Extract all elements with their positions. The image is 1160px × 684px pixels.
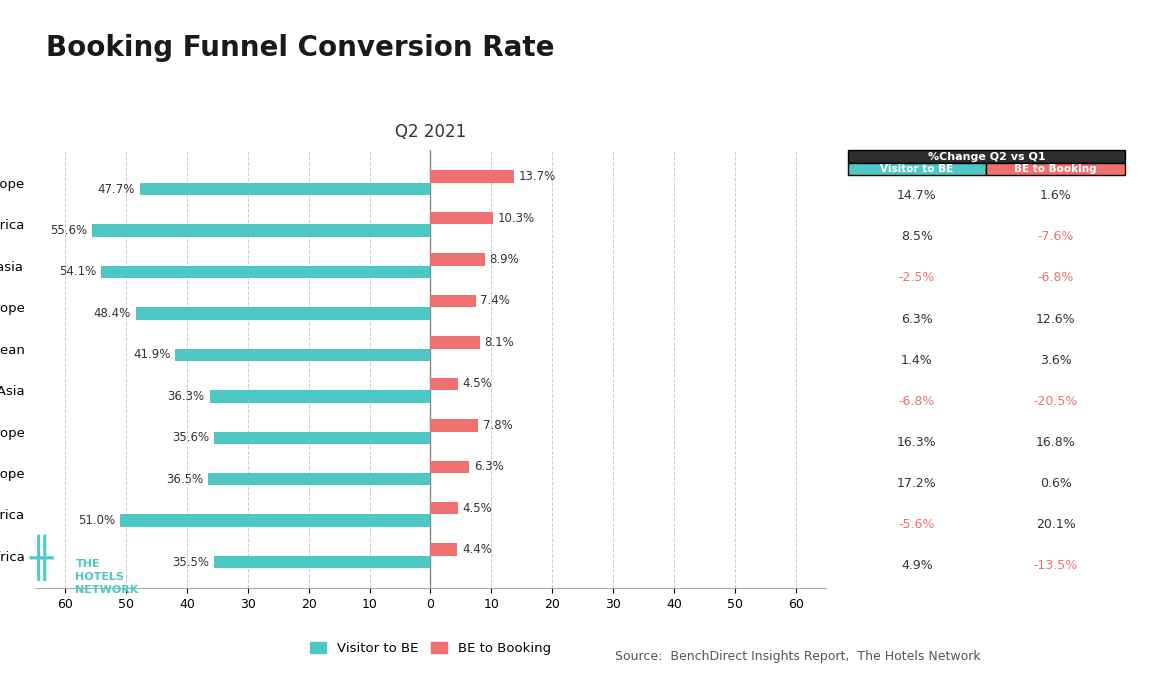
Text: 36.3%: 36.3% <box>167 390 204 403</box>
Text: 16.3%: 16.3% <box>897 436 937 449</box>
Text: 8.1%: 8.1% <box>485 336 514 349</box>
Bar <box>430 544 457 556</box>
Text: 13.7%: 13.7% <box>519 170 556 183</box>
Text: 7.8%: 7.8% <box>483 419 513 432</box>
Bar <box>213 432 430 444</box>
Text: 4.5%: 4.5% <box>463 378 493 391</box>
Text: 0.6%: 0.6% <box>1039 477 1072 490</box>
Text: 55.6%: 55.6% <box>50 224 87 237</box>
Text: 48.4%: 48.4% <box>94 307 131 320</box>
Text: 1.6%: 1.6% <box>1039 189 1072 202</box>
FancyBboxPatch shape <box>986 163 1125 175</box>
Text: 3.6%: 3.6% <box>1039 354 1072 367</box>
Text: -13.5%: -13.5% <box>1034 559 1078 572</box>
Text: 17.2%: 17.2% <box>897 477 937 490</box>
Text: -6.8%: -6.8% <box>899 395 935 408</box>
Bar <box>430 502 458 514</box>
Bar <box>136 307 430 319</box>
Text: 4.5%: 4.5% <box>463 502 493 515</box>
Text: 10.3%: 10.3% <box>498 211 535 224</box>
Text: 54.1%: 54.1% <box>59 265 96 278</box>
Text: 8.5%: 8.5% <box>901 231 933 244</box>
Text: 47.7%: 47.7% <box>97 183 136 196</box>
Bar <box>430 337 480 349</box>
Bar <box>215 556 430 568</box>
Text: 51.0%: 51.0% <box>78 514 115 527</box>
Title: Q2 2021: Q2 2021 <box>394 122 466 141</box>
Text: THE
HOTELS
NETWORK: THE HOTELS NETWORK <box>75 559 139 595</box>
Bar <box>119 514 430 527</box>
Text: Source:  BenchDirect Insights Report,  The Hotels Network: Source: BenchDirect Insights Report, The… <box>615 650 980 663</box>
Text: Booking Funnel Conversion Rate: Booking Funnel Conversion Rate <box>46 34 554 62</box>
Text: 35.6%: 35.6% <box>172 431 209 445</box>
Text: ╫: ╫ <box>29 535 52 581</box>
Bar <box>210 390 430 402</box>
Text: 6.3%: 6.3% <box>473 460 503 473</box>
Text: 1.4%: 1.4% <box>901 354 933 367</box>
Text: -7.6%: -7.6% <box>1037 231 1074 244</box>
Bar <box>430 253 485 265</box>
Bar <box>430 419 478 432</box>
FancyBboxPatch shape <box>848 163 986 175</box>
Text: 12.6%: 12.6% <box>1036 313 1075 326</box>
Bar <box>209 473 430 486</box>
Bar <box>430 460 469 473</box>
Text: 7.4%: 7.4% <box>480 294 510 308</box>
Text: %Change Q2 vs Q1: %Change Q2 vs Q1 <box>928 152 1045 161</box>
Legend: Visitor to BE, BE to Booking: Visitor to BE, BE to Booking <box>305 637 556 661</box>
Bar <box>175 349 430 361</box>
Text: -20.5%: -20.5% <box>1034 395 1078 408</box>
Text: 20.1%: 20.1% <box>1036 518 1075 531</box>
FancyBboxPatch shape <box>848 150 1125 163</box>
Text: -5.6%: -5.6% <box>899 518 935 531</box>
Bar <box>430 212 493 224</box>
Text: BE to Booking: BE to Booking <box>1015 164 1097 174</box>
Text: 16.8%: 16.8% <box>1036 436 1075 449</box>
Text: 4.4%: 4.4% <box>462 543 492 556</box>
Bar <box>92 224 430 237</box>
Text: -2.5%: -2.5% <box>899 272 935 285</box>
Bar <box>430 378 458 390</box>
Text: 36.5%: 36.5% <box>166 473 203 486</box>
Bar <box>140 183 430 195</box>
Text: 4.9%: 4.9% <box>901 559 933 572</box>
Bar <box>430 295 476 307</box>
Bar <box>430 170 514 183</box>
Text: 41.9%: 41.9% <box>133 348 171 361</box>
Text: 6.3%: 6.3% <box>901 313 933 326</box>
Bar <box>101 265 430 278</box>
Text: 14.7%: 14.7% <box>897 189 937 202</box>
Text: Visitor to BE: Visitor to BE <box>880 164 954 174</box>
Text: 8.9%: 8.9% <box>490 253 520 266</box>
Text: -6.8%: -6.8% <box>1037 272 1074 285</box>
Text: 35.5%: 35.5% <box>173 555 210 568</box>
